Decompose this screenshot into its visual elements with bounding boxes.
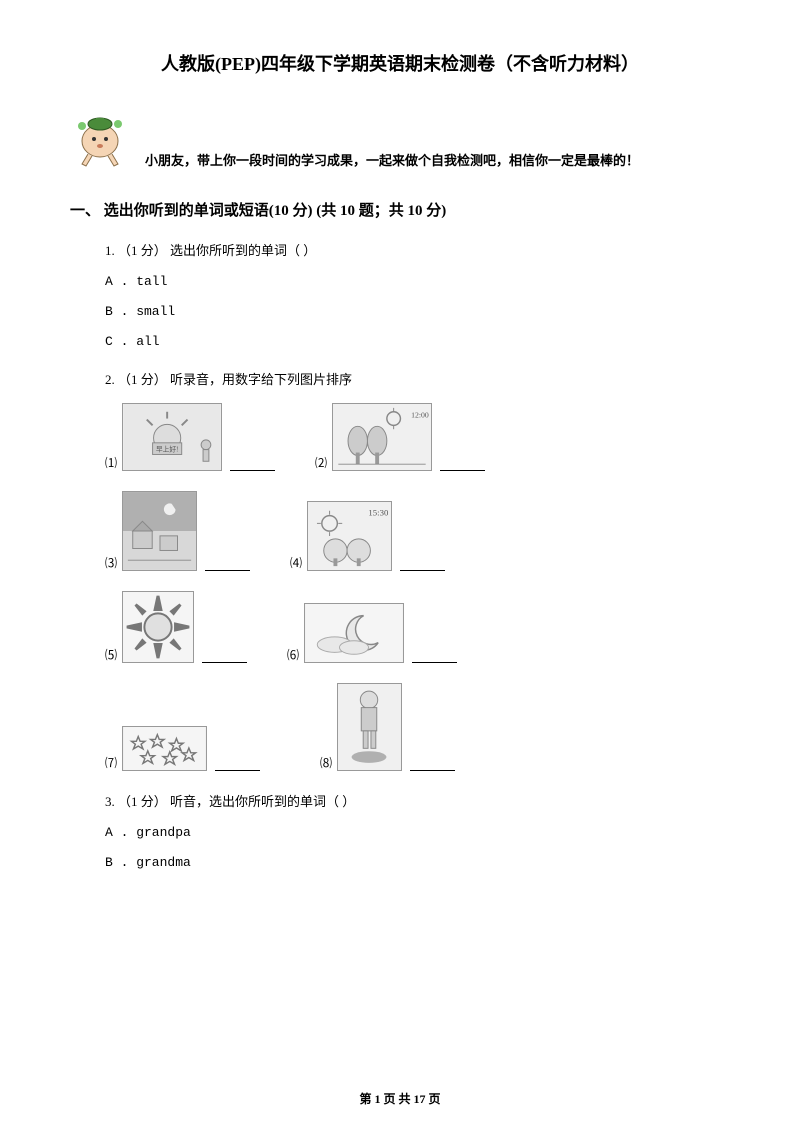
q2-item-2: ⑵ 12:00	[315, 403, 485, 471]
blank-input[interactable]	[205, 557, 250, 571]
q2-item-4: ⑷ 15:30	[290, 501, 445, 571]
q2-text: 2. （1 分） 听录音，用数字给下列图片排序	[105, 369, 730, 388]
q3-option-a: A . grandpa	[105, 825, 730, 840]
question-1: 1. （1 分） 选出你所听到的单词（ ） A . tall B . small…	[105, 240, 730, 349]
q2-num-3: ⑶	[105, 554, 117, 571]
q2-item-8: ⑻	[320, 683, 455, 771]
q2-item-3: ⑶	[105, 491, 250, 571]
q1-option-c: C . all	[105, 334, 730, 349]
q1-option-a: A . tall	[105, 274, 730, 289]
sunrise-greeting-image: 早上好!	[122, 403, 222, 471]
stars-image	[122, 726, 207, 771]
moon-cloud-image	[304, 603, 404, 663]
q3-option-b: B . grandma	[105, 855, 730, 870]
section-1-header: 一、 选出你听到的单词或短语(10 分) (共 10 题；共 10 分)	[70, 199, 730, 220]
trees-noon-image: 12:00	[332, 403, 432, 471]
q2-row-1: ⑴ 早上好! ⑵ 12:00	[105, 403, 730, 471]
q2-item-7: ⑺	[105, 726, 260, 771]
q1-option-b: B . small	[105, 304, 730, 319]
blank-input[interactable]	[215, 757, 260, 771]
q2-num-6: ⑹	[287, 646, 299, 663]
q2-item-1: ⑴ 早上好!	[105, 403, 275, 471]
question-2: 2. （1 分） 听录音，用数字给下列图片排序 ⑴ 早上好! ⑵	[105, 369, 730, 771]
sun-image	[122, 591, 194, 663]
svg-text:12:00: 12:00	[411, 411, 429, 420]
page-footer: 第 1 页 共 17 页	[0, 1090, 800, 1107]
boy-walking-image	[337, 683, 402, 771]
svg-text:15:30: 15:30	[368, 508, 389, 518]
intro-row: 小朋友，带上你一段时间的学习成果，一起来做个自我检测吧，相信你一定是最棒的！	[70, 106, 730, 174]
q2-row-4: ⑺ ⑻	[105, 683, 730, 771]
q2-item-5: ⑸	[105, 591, 247, 663]
blank-input[interactable]	[410, 757, 455, 771]
q3-text: 3. （1 分） 听音，选出你所听到的单词（ ）	[105, 791, 730, 810]
blank-input[interactable]	[202, 649, 247, 663]
night-village-image	[122, 491, 197, 571]
blank-input[interactable]	[230, 457, 275, 471]
mascot-icon	[70, 106, 130, 174]
q2-num-5: ⑸	[105, 646, 117, 663]
q2-row-3: ⑸ ⑹	[105, 591, 730, 663]
q2-num-4: ⑷	[290, 554, 302, 571]
q2-num-1: ⑴	[105, 454, 117, 471]
q2-row-2: ⑶ ⑷ 15:30	[105, 491, 730, 571]
blank-input[interactable]	[412, 649, 457, 663]
q2-item-6: ⑹	[287, 603, 457, 663]
page-title: 人教版(PEP)四年级下学期英语期末检测卷（不含听力材料）	[70, 50, 730, 76]
question-3: 3. （1 分） 听音，选出你所听到的单词（ ） A . grandpa B .…	[105, 791, 730, 870]
q1-text: 1. （1 分） 选出你所听到的单词（ ）	[105, 240, 730, 259]
q2-num-2: ⑵	[315, 454, 327, 471]
blank-input[interactable]	[440, 457, 485, 471]
intro-text: 小朋友，带上你一段时间的学习成果，一起来做个自我检测吧，相信你一定是最棒的！	[145, 150, 639, 174]
svg-text:早上好!: 早上好!	[156, 445, 179, 454]
q2-num-8: ⑻	[320, 754, 332, 771]
blank-input[interactable]	[400, 557, 445, 571]
afternoon-trees-image: 15:30	[307, 501, 392, 571]
q2-num-7: ⑺	[105, 754, 117, 771]
